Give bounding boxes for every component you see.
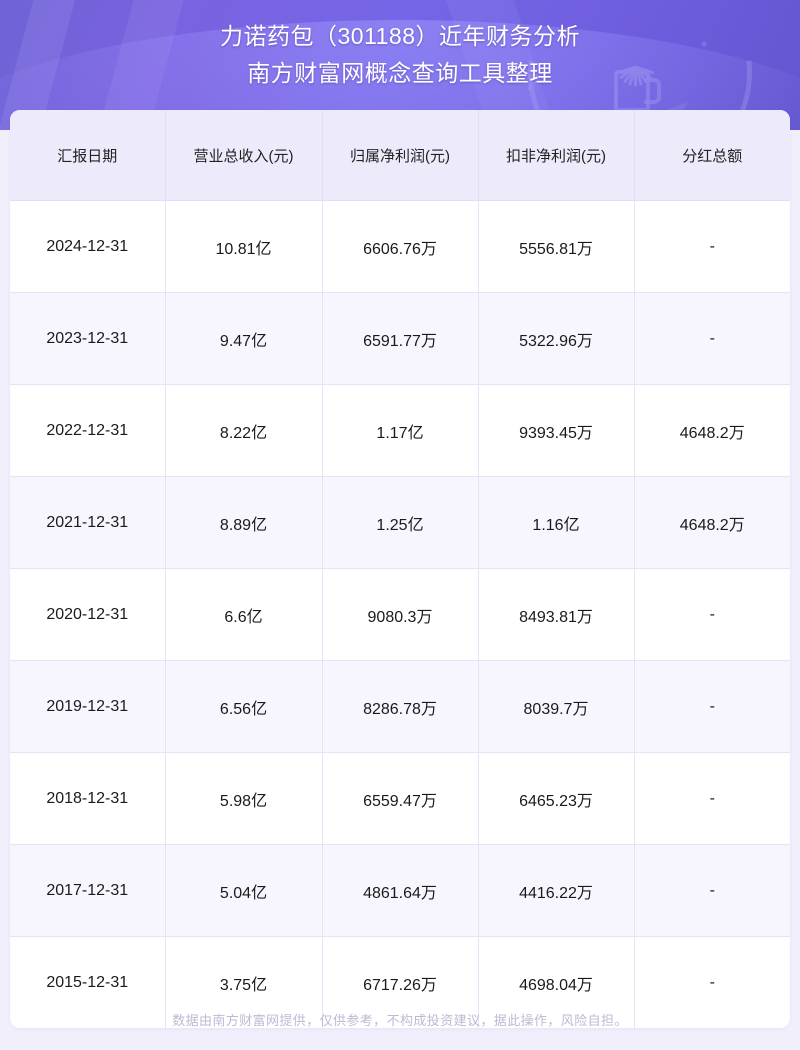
cell-net-profit: 8286.78万: [322, 660, 479, 753]
column-header-report-date: 汇报日期: [10, 110, 166, 201]
cell-deducted-profit: 8493.81万: [478, 568, 635, 661]
cell-net-profit: 6559.47万: [322, 752, 479, 845]
cell-deducted-profit: 5556.81万: [478, 200, 635, 293]
banner-title-block: 力诺药包（301188）近年财务分析 南方财富网概念查询工具整理: [0, 0, 800, 92]
cell-total-dividend: -: [634, 936, 790, 1028]
column-header-net-profit: 归属净利润(元): [322, 110, 479, 201]
cell-deducted-profit: 9393.45万: [478, 384, 635, 477]
table-row: 2023-12-31 9.47亿 6591.77万 5322.96万 -: [10, 292, 790, 385]
cell-deducted-profit: 8039.7万: [478, 660, 635, 753]
cell-net-profit: 6591.77万: [322, 292, 479, 385]
cell-net-profit: 6717.26万: [322, 936, 479, 1028]
page-title: 力诺药包（301188）近年财务分析: [219, 23, 581, 49]
cell-total-dividend: -: [634, 200, 790, 293]
table-row: 2024-12-31 10.81亿 6606.76万 5556.81万 -: [10, 200, 790, 293]
column-header-total-dividend: 分红总额: [634, 110, 790, 201]
cell-total-dividend: -: [634, 844, 790, 937]
cell-deducted-profit: 4416.22万: [478, 844, 635, 937]
cell-total-revenue: 6.6亿: [165, 568, 323, 661]
table-row: 2017-12-31 5.04亿 4861.64万 4416.22万 -: [10, 844, 790, 937]
cell-deducted-profit: 6465.23万: [478, 752, 635, 845]
cell-net-profit: 4861.64万: [322, 844, 479, 937]
financial-table-container: 汇报日期 营业总收入(元) 归属净利润(元) 扣非净利润(元) 分红总额 202…: [10, 110, 790, 1028]
cell-total-dividend: 4648.2万: [634, 476, 790, 569]
disclaimer-text: 数据由南方财富网提供，仅供参考，不构成投资建议，据此操作，风险自担。: [172, 1013, 628, 1028]
cell-report-date: 2015-12-31: [10, 936, 166, 1028]
table-row: 2019-12-31 6.56亿 8286.78万 8039.7万 -: [10, 660, 790, 753]
cell-report-date: 2022-12-31: [10, 384, 166, 477]
table-row: 2021-12-31 8.89亿 1.25亿 1.16亿 4648.2万: [10, 476, 790, 569]
cell-net-profit: 1.17亿: [322, 384, 479, 477]
cell-report-date: 2020-12-31: [10, 568, 166, 661]
cell-report-date: 2019-12-31: [10, 660, 166, 753]
table-header: 汇报日期 营业总收入(元) 归属净利润(元) 扣非净利润(元) 分红总额: [10, 110, 790, 201]
cell-deducted-profit: 1.16亿: [478, 476, 635, 569]
cell-net-profit: 6606.76万: [322, 200, 479, 293]
cell-total-dividend: -: [634, 292, 790, 385]
column-header-total-revenue: 营业总收入(元): [165, 110, 323, 201]
financial-table: 汇报日期 营业总收入(元) 归属净利润(元) 扣非净利润(元) 分红总额 202…: [10, 110, 790, 1028]
cell-report-date: 2023-12-31: [10, 292, 166, 385]
cell-total-revenue: 6.56亿: [165, 660, 323, 753]
cell-deducted-profit: 5322.96万: [478, 292, 635, 385]
table-body: 2024-12-31 10.81亿 6606.76万 5556.81万 - 20…: [10, 200, 790, 1028]
column-header-deducted-profit: 扣非净利润(元): [478, 110, 635, 201]
cell-report-date: 2024-12-31: [10, 200, 166, 293]
cell-total-revenue: 3.75亿: [165, 936, 323, 1028]
cell-total-dividend: -: [634, 752, 790, 845]
cell-total-dividend: -: [634, 568, 790, 661]
cell-total-revenue: 9.47亿: [165, 292, 323, 385]
page-subtitle: 南方财富网概念查询工具整理: [247, 60, 553, 86]
cell-total-revenue: 10.81亿: [165, 200, 323, 293]
table-row: 2020-12-31 6.6亿 9080.3万 8493.81万 -: [10, 568, 790, 661]
cell-total-revenue: 5.04亿: [165, 844, 323, 937]
cell-report-date: 2018-12-31: [10, 752, 166, 845]
cell-total-revenue: 8.89亿: [165, 476, 323, 569]
cell-total-dividend: 4648.2万: [634, 384, 790, 477]
cell-report-date: 2017-12-31: [10, 844, 166, 937]
cell-net-profit: 1.25亿: [322, 476, 479, 569]
cell-report-date: 2021-12-31: [10, 476, 166, 569]
table-row: 2018-12-31 5.98亿 6559.47万 6465.23万 -: [10, 752, 790, 845]
cell-net-profit: 9080.3万: [322, 568, 479, 661]
table-row: 2022-12-31 8.22亿 1.17亿 9393.45万 4648.2万: [10, 384, 790, 477]
cell-deducted-profit: 4698.04万: [478, 936, 635, 1028]
cell-total-revenue: 8.22亿: [165, 384, 323, 477]
cell-total-dividend: -: [634, 660, 790, 753]
table-header-row: 汇报日期 营业总收入(元) 归属净利润(元) 扣非净利润(元) 分红总额: [10, 110, 790, 201]
table-row: 2015-12-31 3.75亿 6717.26万 4698.04万 -: [10, 936, 790, 1028]
cell-total-revenue: 5.98亿: [165, 752, 323, 845]
